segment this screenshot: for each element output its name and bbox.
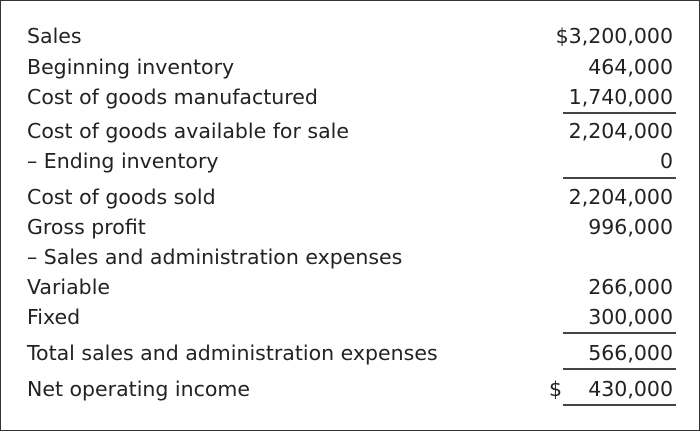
row-label: Fixed (27, 305, 81, 329)
row-label: Total sales and administration expenses (27, 341, 438, 365)
row-label: Net operating income (27, 377, 250, 401)
underline (563, 112, 676, 114)
row-label: Gross profit (27, 215, 146, 239)
row-label: Cost of goods manufactured (27, 85, 318, 109)
underline (563, 177, 676, 179)
row-variable: Variable 266,000 (27, 273, 673, 301)
row-value: 300,000 (588, 305, 673, 329)
row-gross-profit: Gross profit 996,000 (27, 213, 673, 241)
row-value: 266,000 (588, 275, 673, 299)
row-label: Variable (27, 275, 111, 299)
row-value: 566,000 (588, 341, 673, 365)
row-total-sa-expenses: Total sales and administration expenses 5… (27, 339, 673, 367)
row-goods-available: Cost of goods available for sale 2,204,00… (27, 117, 673, 145)
row-sales: Sales $3,200,000 (27, 22, 673, 50)
row-ending-inventory: – Ending inventory 0 (27, 147, 673, 175)
row-value: 2,204,000 (568, 185, 673, 209)
row-cogm: Cost of goods manufactured 1,740,000 (27, 83, 673, 111)
row-value: $3,200,000 (555, 24, 673, 48)
underline (563, 404, 676, 406)
underline (563, 368, 676, 370)
row-beginning-inventory: Beginning inventory 464,000 (27, 53, 673, 81)
row-sa-expenses-header: – Sales and administration expenses (27, 243, 673, 271)
row-label: Cost of goods available for sale (27, 119, 349, 143)
row-value: 2,204,000 (568, 119, 673, 143)
row-label: Sales (27, 24, 82, 48)
row-label: Cost of goods sold (27, 185, 216, 209)
row-fixed: Fixed 300,000 (27, 303, 673, 331)
row-net-operating-income: Net operating income $430,000 (27, 375, 673, 403)
row-value: 464,000 (588, 55, 673, 79)
row-label: – Ending inventory (27, 149, 219, 173)
row-label: – Sales and administration expenses (27, 245, 403, 269)
row-value: 1,740,000 (568, 85, 673, 109)
row-label: Beginning inventory (27, 55, 235, 79)
row-value: 430,000 (588, 377, 673, 401)
currency-symbol: $ (549, 377, 563, 401)
row-cogs: Cost of goods sold 2,204,000 (27, 183, 673, 211)
row-value: 996,000 (588, 215, 673, 239)
underline (563, 332, 676, 334)
row-value: 0 (659, 149, 673, 173)
